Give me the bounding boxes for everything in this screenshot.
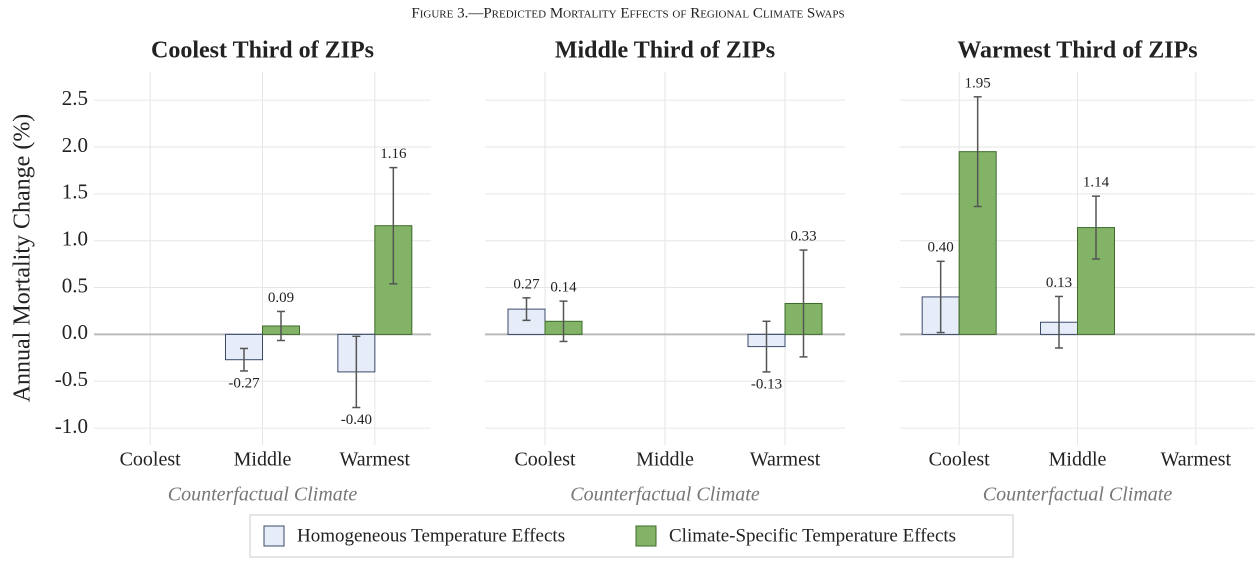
- error-bar: [1092, 195, 1100, 260]
- x-axis-label: Counterfactual Climate: [983, 484, 1173, 506]
- x-tick-label: Middle: [1049, 449, 1107, 471]
- value-label: 0.40: [928, 240, 954, 256]
- error-bar: [973, 96, 982, 208]
- value-label: 0.09: [268, 290, 294, 306]
- legend-box: [249, 514, 1014, 558]
- value-label: -0.13: [751, 376, 782, 392]
- error-bar: [799, 249, 808, 358]
- x-tick-label: Middle: [234, 449, 292, 471]
- y-tick-label: 1.5: [62, 180, 88, 204]
- error-bar: [277, 310, 285, 342]
- error-bar: [559, 300, 568, 343]
- y-tick-label: -0.5: [55, 367, 88, 391]
- y-tick-label: 2.0: [62, 133, 88, 157]
- x-tick-label: Coolest: [120, 449, 182, 471]
- error-bar: [389, 166, 398, 285]
- legend-label: Climate-Specific Temperature Effects: [669, 525, 956, 546]
- x-tick-label: Warmest: [750, 449, 821, 471]
- value-label: -0.40: [341, 412, 372, 428]
- error-bar: [522, 297, 531, 322]
- error-bar: [240, 347, 248, 372]
- figure-title: Figure 3.—Predicted Mortality Effects of…: [411, 5, 844, 21]
- y-tick-label: 0.5: [62, 273, 88, 297]
- y-tick-label: -1.0: [55, 414, 88, 438]
- x-tick-label: Middle: [636, 449, 694, 471]
- x-axis-label: Counterfactual Climate: [570, 484, 760, 506]
- x-tick-label: Warmest: [340, 449, 411, 471]
- value-label: 0.14: [550, 280, 577, 296]
- value-label: 0.13: [1046, 275, 1072, 291]
- error-bar: [1055, 295, 1063, 349]
- value-label: 1.16: [380, 146, 407, 162]
- value-label: 0.27: [513, 276, 540, 292]
- panel-title: Middle Third of ZIPs: [555, 38, 775, 64]
- panel-title: Warmest Third of ZIPs: [957, 38, 1197, 64]
- value-label: -0.27: [228, 375, 260, 391]
- legend-swatch: [635, 525, 657, 547]
- error-bar: [352, 335, 361, 409]
- value-label: 1.95: [965, 75, 991, 91]
- x-axis-label: Counterfactual Climate: [168, 484, 358, 506]
- x-tick-label: Coolest: [929, 449, 991, 471]
- x-tick-label: Warmest: [1161, 449, 1232, 471]
- error-bar: [936, 260, 945, 334]
- value-label: 1.14: [1083, 175, 1110, 191]
- error-bar: [762, 320, 771, 373]
- y-axis-label: Annual Mortality Change (%): [10, 114, 36, 403]
- legend-swatch: [263, 525, 285, 547]
- y-tick-label: 0.0: [62, 320, 88, 344]
- y-tick-label: 2.5: [62, 86, 88, 110]
- x-tick-label: Coolest: [514, 449, 576, 471]
- value-label: 0.33: [790, 229, 816, 245]
- legend-label: Homogeneous Temperature Effects: [297, 525, 565, 546]
- panel-title: Coolest Third of ZIPs: [151, 38, 374, 64]
- y-tick-label: 1.0: [62, 227, 88, 251]
